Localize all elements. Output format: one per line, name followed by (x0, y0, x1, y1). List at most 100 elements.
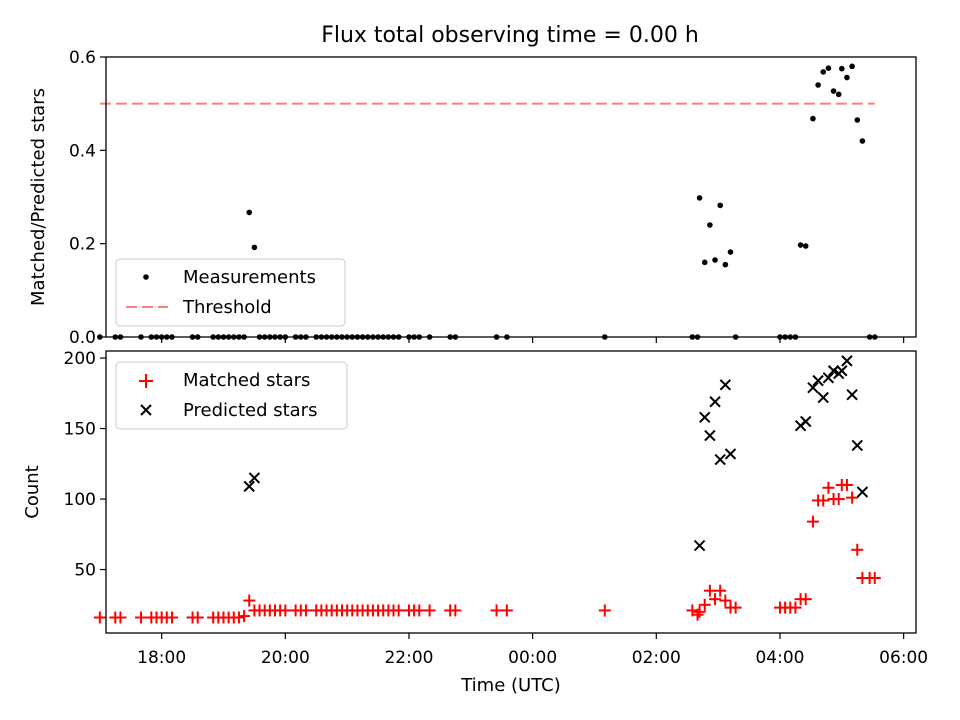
measurement-point (849, 63, 855, 70)
measurement-point (696, 195, 703, 201)
predicted-star-point (693, 539, 706, 552)
measurement-point (844, 74, 850, 81)
predicted-star-point (841, 355, 853, 367)
bottom-x-axis: 18:00 20:00 22:00 00:00 02:00 04:00 06:00 (137, 633, 928, 668)
measurement-point (251, 244, 258, 251)
matched-star-point (490, 604, 503, 617)
bottom-y-axis: 50 100 150 200 (64, 349, 106, 581)
measurement-point (722, 261, 729, 268)
measurement-point (712, 257, 718, 263)
bottom-ytick-label: 150 (64, 420, 96, 440)
measurement-point (97, 334, 103, 340)
top-legend: Measurements Threshold (115, 258, 346, 327)
matched-star-point (817, 494, 830, 507)
matched-star-point (500, 604, 513, 617)
measurement-point (839, 65, 845, 72)
matched-star-point (135, 611, 148, 624)
measurement-point (835, 91, 842, 98)
predicted-star-point (704, 429, 716, 442)
matched-star-point (789, 601, 802, 614)
measurement-points (97, 63, 878, 340)
top-legend-box (115, 258, 346, 327)
matched-star-point (449, 604, 462, 617)
predicted-star-point (822, 372, 835, 384)
bottom-xtick-label: 18:00 (137, 648, 186, 668)
bottom-legend-box (115, 361, 348, 430)
top-ytick-label: 0.2 (69, 235, 96, 255)
predicted-star-point (812, 374, 824, 387)
matched-star-point (822, 481, 835, 494)
matched-star-point (238, 610, 251, 623)
top-ylabel: Matched/Predicted stars (28, 88, 49, 306)
predicted-star-point (817, 391, 829, 404)
ratio-panel: Matched/Predicted stars 0.0 0.2 0.4 0.6 Mea… (28, 48, 917, 348)
measurement-point (854, 117, 861, 123)
count-points (93, 355, 881, 624)
bottom-xtick-label: 22:00 (384, 648, 433, 668)
bottom-plot-frame (105, 350, 917, 634)
bottom-xlabel: Time (UTC) (460, 675, 561, 696)
measurement-point (246, 209, 253, 216)
matched-star-point (693, 605, 706, 618)
measurement-point (830, 88, 837, 94)
bottom-ytick-label: 50 (74, 561, 96, 581)
matched-star-point (698, 598, 711, 611)
matched-star-point (392, 604, 405, 617)
matched-star-point (719, 594, 732, 607)
matched-star-point (714, 584, 727, 597)
matched-star-point (806, 515, 819, 528)
matched-star-point (165, 611, 178, 624)
measurement-point (797, 242, 804, 248)
measurement-point (820, 69, 827, 75)
predicted-star-point (243, 480, 255, 493)
bottom-xtick-label: 00:00 (508, 648, 557, 668)
measurement-point (810, 115, 816, 122)
predicted-star-point (807, 381, 819, 394)
matched-star-point (232, 611, 245, 624)
count-panel: Count 50 100 150 200 18:00 20:00 22:00 00:00 02… (22, 349, 928, 696)
matched-star-point (709, 593, 722, 606)
bottom-xtick-label: 02:00 (632, 648, 681, 668)
bottom-xtick-label: 20:00 (261, 648, 310, 668)
bottom-legend: Matched stars Predicted stars (115, 361, 348, 430)
matched-star-point (299, 604, 312, 617)
matched-star-point (691, 608, 704, 621)
predicted-star-point (699, 411, 711, 423)
matched-star-point (868, 572, 881, 585)
matched-star-point (598, 604, 611, 617)
matched-star-point (832, 493, 845, 506)
chart-title: Flux total observing time = 0.00 h (321, 23, 699, 48)
matched-legend-marker (139, 374, 153, 388)
top-ytick-label: 0.0 (69, 328, 96, 348)
bottom-xtick-label: 06:00 (879, 648, 928, 668)
measurement-point (717, 202, 723, 209)
measurements-legend-marker (143, 274, 149, 280)
top-ytick-label: 0.6 (69, 48, 96, 68)
measurement-point (701, 259, 708, 266)
measurement-point (802, 243, 809, 249)
matched-star-point (799, 593, 812, 606)
bottom-xtick-label: 04:00 (755, 648, 804, 668)
measurement-point (727, 249, 734, 255)
measurements-legend-label: Measurements (183, 267, 316, 288)
matched-star-point (93, 611, 106, 624)
matched-star-point (279, 604, 292, 617)
top-ytick-label: 0.4 (69, 141, 96, 161)
matched-star-point (851, 543, 864, 556)
measurement-point (825, 65, 832, 71)
predicted-star-point (836, 365, 848, 377)
predicted-star-point (724, 448, 737, 460)
predicted-star-point (800, 415, 812, 428)
threshold-legend-label: Threshold (182, 297, 272, 318)
measurement-point (815, 82, 821, 88)
matched-star-point (243, 594, 256, 607)
matched-star-point (729, 601, 742, 614)
matched-star-point (423, 604, 436, 617)
predicted-star-point (851, 439, 863, 452)
matched-star-point (840, 478, 853, 491)
matched-star-point (413, 604, 426, 617)
matched-star-point (703, 584, 716, 597)
matched-star-point (191, 611, 204, 624)
predicted-star-point (719, 379, 732, 391)
